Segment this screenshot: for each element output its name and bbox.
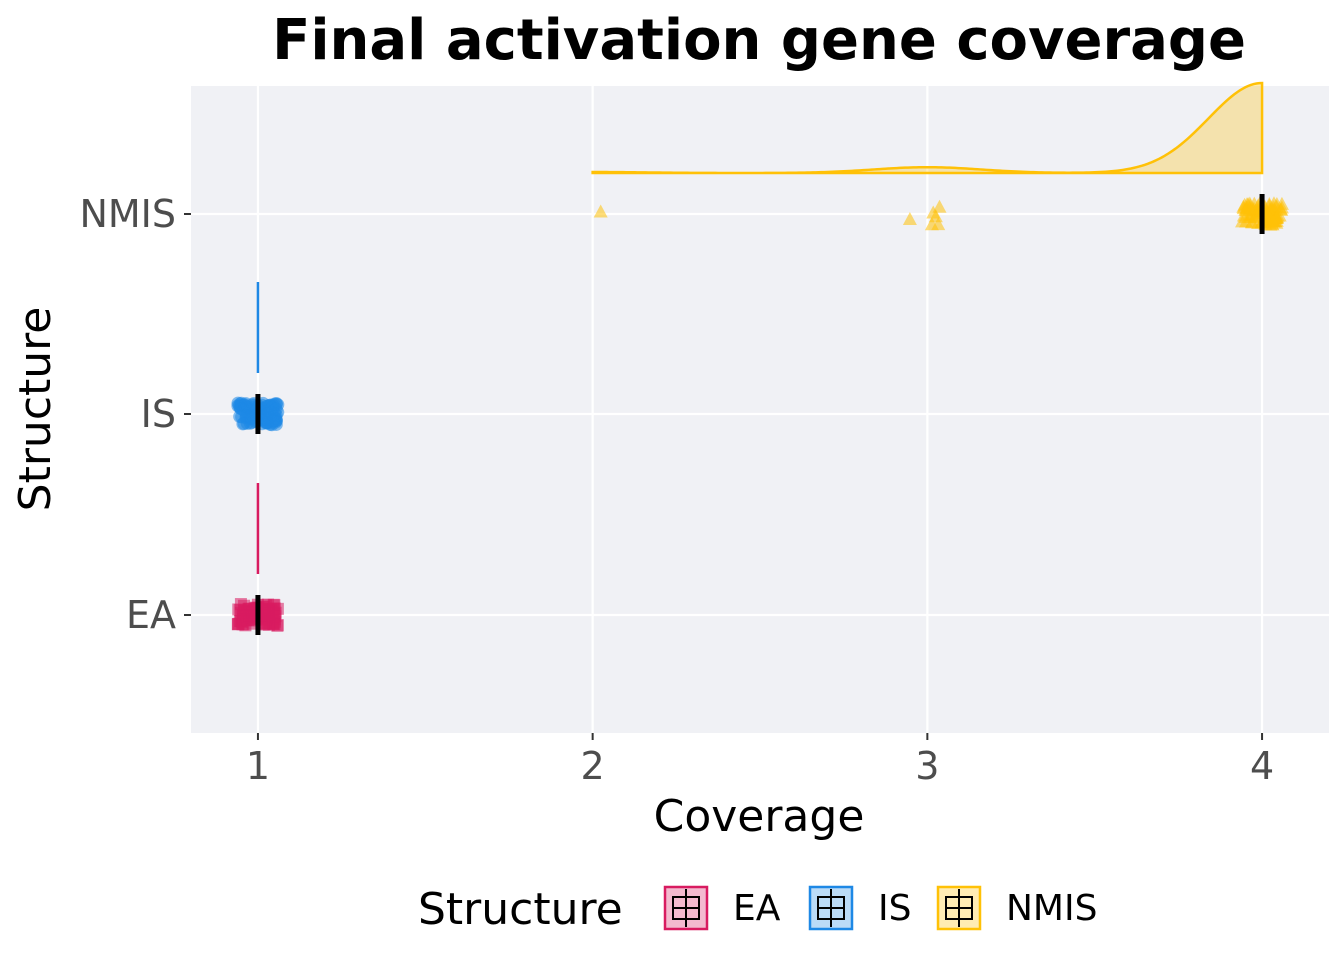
x-axis-title: Coverage <box>654 791 865 842</box>
data-point <box>926 205 941 219</box>
y-axis-title: Structure <box>10 307 61 512</box>
legend-title: Structure <box>418 884 623 935</box>
y-tick-label: IS <box>141 392 176 436</box>
x-tick-label: 3 <box>915 744 939 788</box>
legend-item: NMIS <box>936 885 1097 931</box>
data-point <box>593 204 608 218</box>
data-point <box>932 199 947 213</box>
x-tick-label: 4 <box>1250 744 1274 788</box>
chart-title: Final activation gene coverage <box>272 8 1246 73</box>
legend-item: IS <box>808 885 911 931</box>
data-point <box>258 607 271 620</box>
data-point <box>262 618 275 631</box>
data-point <box>235 410 249 424</box>
data-point <box>233 397 247 411</box>
legend: Structure EA IS NMIS <box>418 884 1097 935</box>
legend-label: IS <box>878 888 911 929</box>
grid-lines <box>191 86 1329 733</box>
data-point <box>243 603 256 616</box>
data-point <box>269 415 283 429</box>
density-clouds <box>256 81 1264 574</box>
axes: 1 2 3 4 EA IS NMIS <box>79 192 1274 788</box>
data-point <box>234 615 247 628</box>
x-tick-label: 1 <box>246 744 270 788</box>
data-point <box>1266 214 1281 228</box>
y-tick-label: EA <box>126 593 176 637</box>
data-point <box>260 407 274 421</box>
data-point <box>931 217 946 231</box>
data-point <box>1238 202 1253 216</box>
data-points <box>231 196 1289 632</box>
plot-panel <box>191 86 1329 733</box>
x-tick-label: 2 <box>581 744 605 788</box>
boxplots <box>255 194 1265 635</box>
legend-label: NMIS <box>1006 888 1097 929</box>
density-curve <box>591 81 1264 175</box>
data-point <box>902 211 917 225</box>
y-tick-label: NMIS <box>79 192 176 236</box>
legend-item: EA <box>663 885 781 931</box>
data-point <box>1274 202 1289 216</box>
legend-label: EA <box>733 888 781 929</box>
data-point <box>1274 196 1289 210</box>
